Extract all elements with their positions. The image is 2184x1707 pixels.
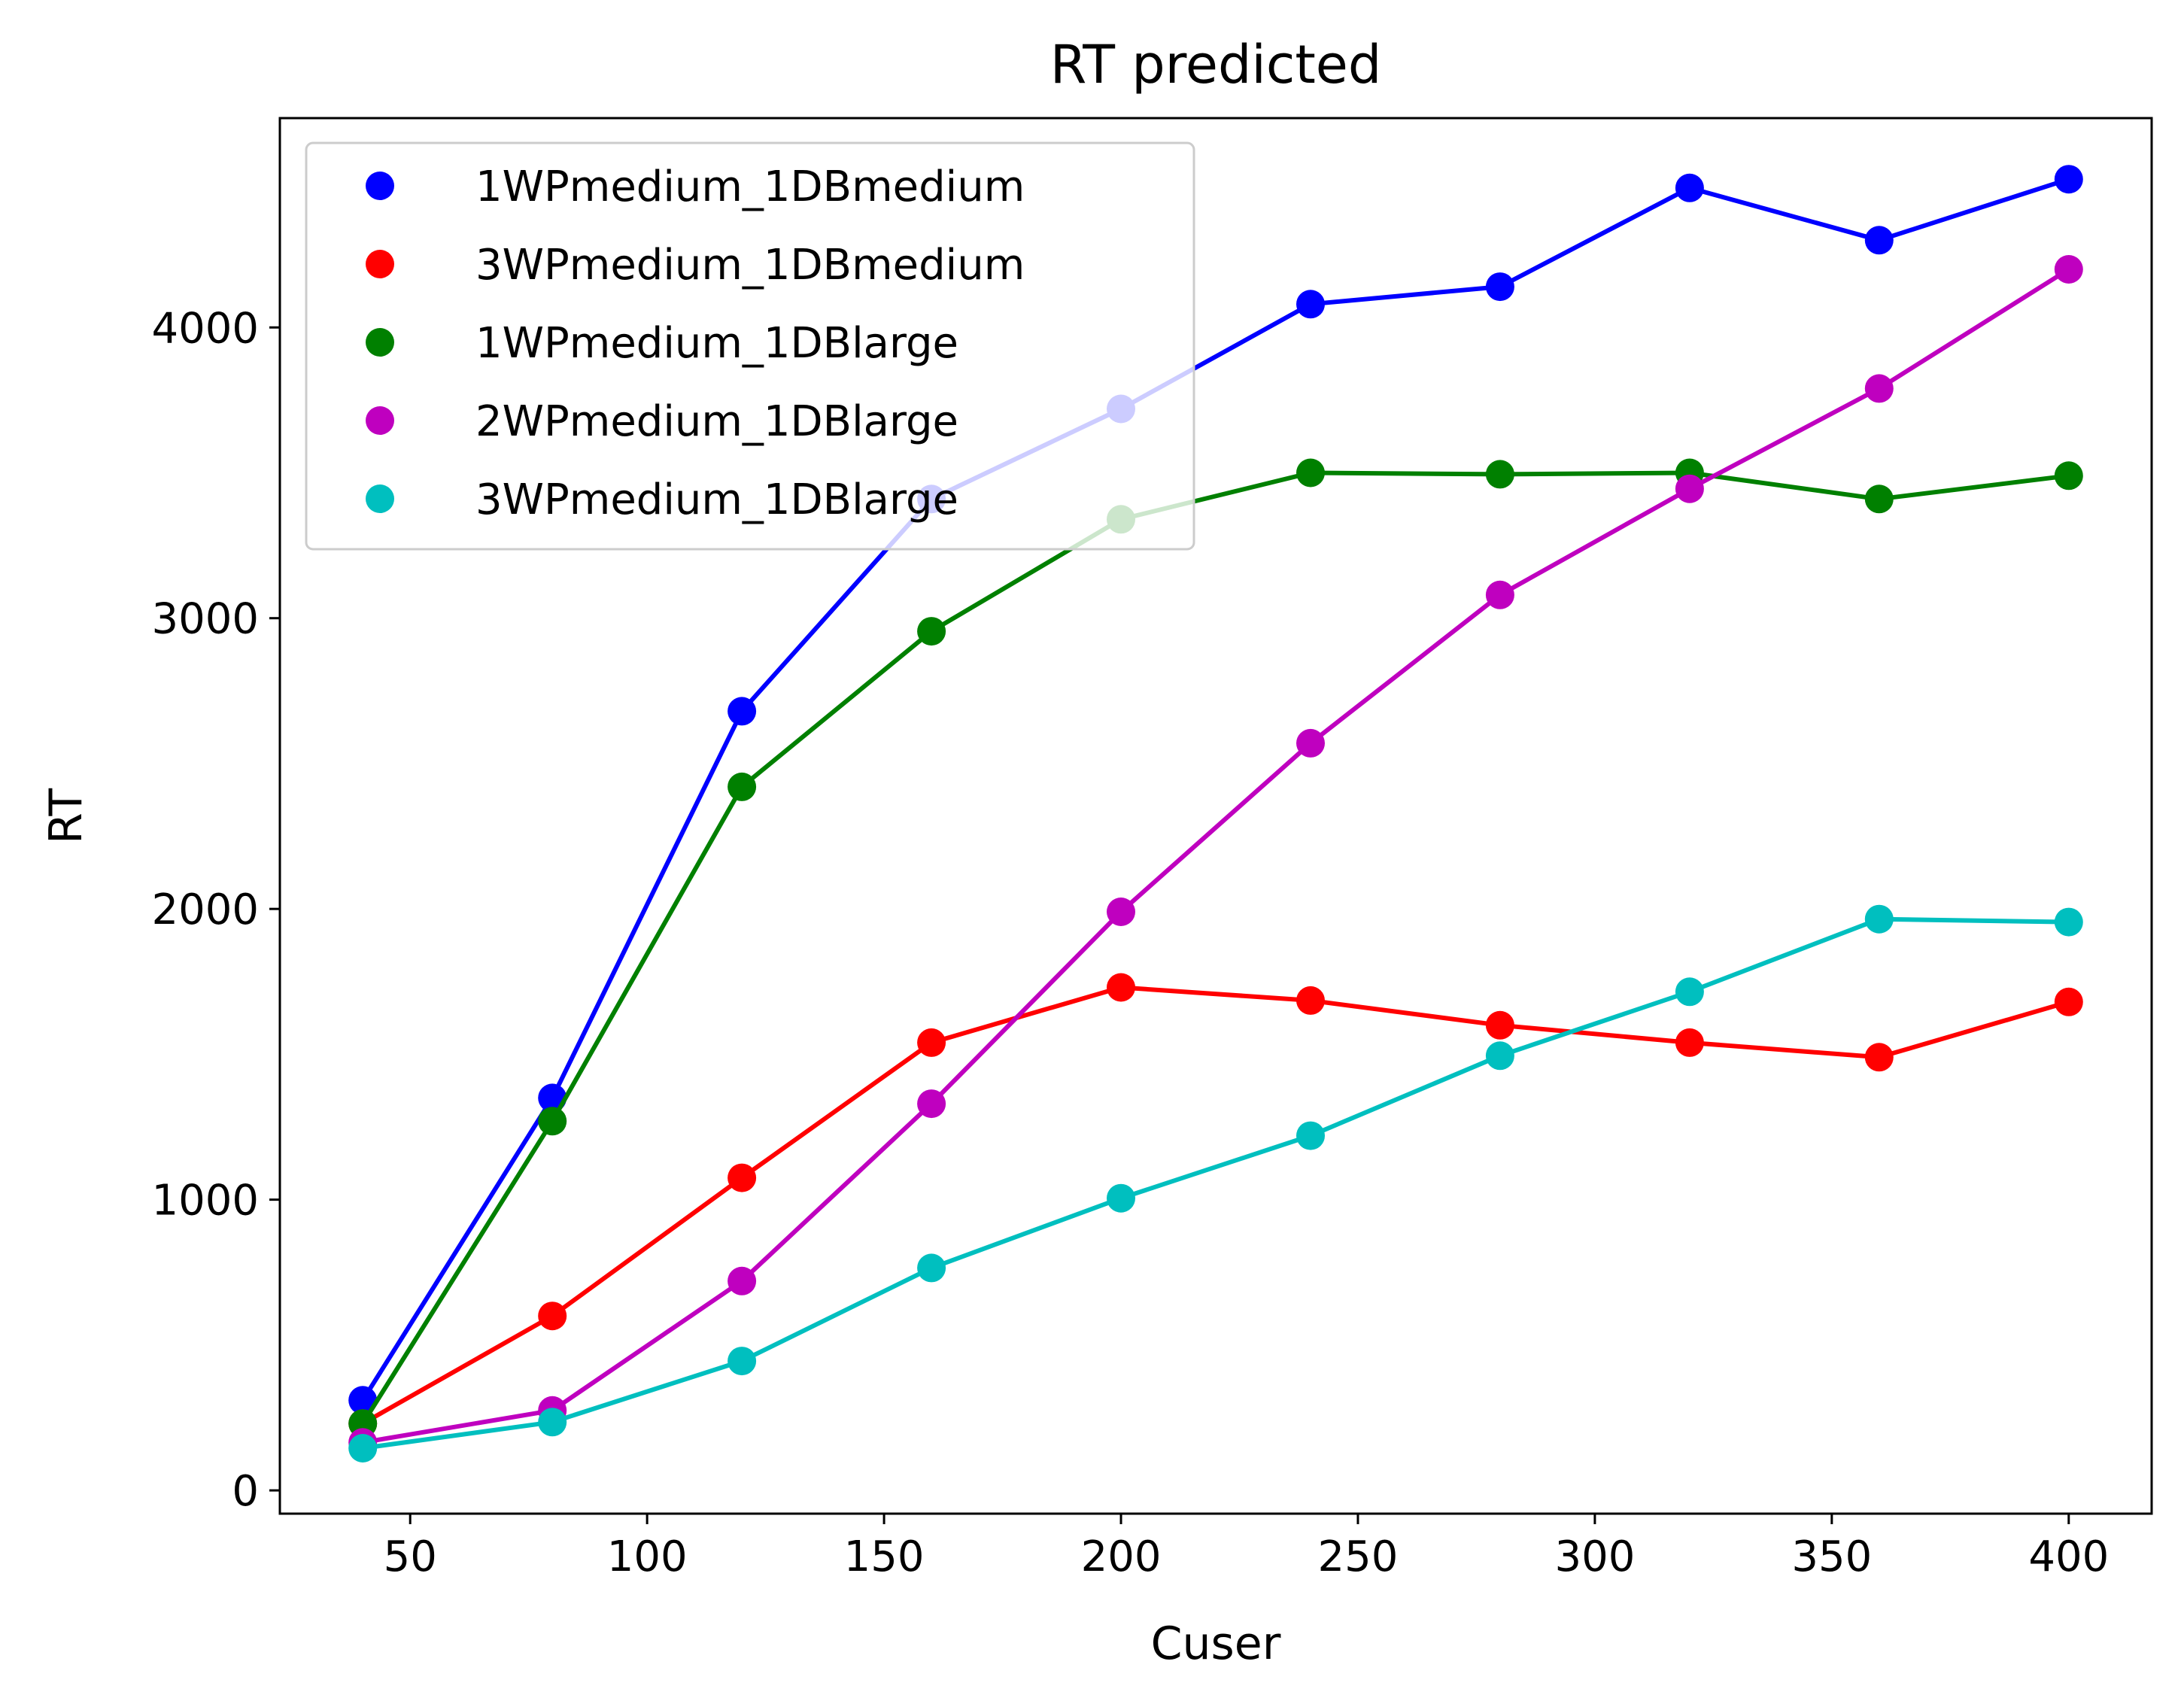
data-point-3wpmedium-1dbmedium-320	[1675, 1028, 1704, 1057]
x-tick-label-300: 300	[1554, 1532, 1635, 1581]
data-point-1wpmedium-1dbmedium-120	[727, 697, 757, 726]
y-axis-ticks: 0 1000 2000 3000 4000	[151, 304, 280, 1516]
series-line-1wpmedium-1dblarge	[360, 470, 2070, 1425]
legend-frame	[305, 141, 1195, 551]
data-point-3wpmedium-1dblarge-240	[1296, 1121, 1325, 1150]
legend-label-3wpmedium-1dbmedium: 3WPmedium_1DBmedium	[475, 241, 1025, 290]
x-tick-label-200: 200	[1081, 1532, 1162, 1581]
data-point-3wpmedium-1dblarge-160	[917, 1253, 946, 1283]
data-point-2wpmedium-1dblarge-200	[1107, 898, 1135, 926]
legend-item-3wpmedium-1dbmedium: 3WPmedium_1DBmedium	[366, 241, 1025, 290]
data-point-1wpmedium-1dblarge-360	[1864, 484, 1894, 514]
legend-marker-1wpmedium-1dbmedium	[366, 172, 394, 200]
data-point-3wpmedium-1dblarge-360	[1864, 904, 1894, 934]
data-point-3wpmedium-1dbmedium-200	[1107, 973, 1135, 1002]
y-tick-label-1000: 1000	[151, 1177, 259, 1226]
legend-marker-3wpmedium-1dbmedium	[366, 250, 394, 278]
x-tick-label-150: 150	[844, 1532, 925, 1581]
data-point-3wpmedium-1dblarge-280	[1485, 1041, 1514, 1071]
data-point-3wpmedium-1dblarge-400	[2054, 907, 2083, 937]
x-axis-ticks: 50 100 150 200 250 300 350 400	[384, 1514, 2109, 1581]
data-point-1wpmedium-1dbmedium-240	[1296, 290, 1325, 319]
data-point-2wpmedium-1dblarge-160	[917, 1089, 946, 1119]
data-point-1wpmedium-1dblarge-280	[1485, 460, 1514, 489]
data-point-2wpmedium-1dblarge-320	[1675, 474, 1704, 503]
data-point-3wpmedium-1dbmedium-160	[917, 1028, 946, 1057]
data-point-1wpmedium-1dbmedium-320	[1675, 173, 1704, 202]
data-point-1wpmedium-1dblarge-120	[727, 772, 757, 801]
legend-item-1wpmedium-1dblarge: 1WPmedium_1DBlarge	[366, 319, 958, 368]
x-tick-label-50: 50	[384, 1532, 437, 1581]
x-axis-label: Cuser	[1151, 1617, 1281, 1670]
data-point-3wpmedium-1dblarge-200	[1107, 1183, 1135, 1213]
y-tick-label-4000: 4000	[151, 304, 259, 353]
data-point-1wpmedium-1dblarge-160	[917, 617, 946, 646]
series-line-3wpmedium-1dblarge	[362, 916, 2069, 1450]
data-point-3wpmedium-1dblarge-40	[348, 1434, 378, 1462]
legend-item-2wpmedium-1dblarge: 2WPmedium_1DBlarge	[366, 397, 958, 446]
x-tick-label-250: 250	[1318, 1532, 1399, 1581]
data-point-3wpmedium-1dblarge-320	[1675, 977, 1704, 1007]
series-line-3wpmedium-1dbmedium	[361, 985, 2070, 1426]
y-axis-label: RT	[40, 788, 93, 844]
data-point-1wpmedium-1dblarge-240	[1296, 458, 1325, 487]
series-3wpmedium-1dbmedium	[348, 973, 2083, 1438]
data-point-2wpmedium-1dblarge-240	[1296, 728, 1325, 758]
plot-frame	[278, 117, 2153, 1515]
legend-label-1wpmedium-1dblarge: 1WPmedium_1DBlarge	[475, 319, 958, 368]
y-tick-label-3000: 3000	[151, 595, 259, 644]
x-tick-label-350: 350	[1791, 1532, 1872, 1581]
series-line-2wpmedium-1dblarge	[362, 267, 2070, 1445]
x-tick-label-100: 100	[607, 1532, 688, 1581]
x-tick-label-400: 400	[2028, 1532, 2109, 1581]
legend-marker-1wpmedium-1dblarge	[366, 328, 394, 357]
data-point-1wpmedium-1dbmedium-360	[1864, 226, 1894, 255]
data-point-1wpmedium-1dbmedium-400	[2054, 165, 2083, 194]
data-point-3wpmedium-1dbmedium-360	[1864, 1043, 1894, 1072]
legend-marker-3wpmedium-1dblarge	[366, 484, 394, 513]
data-point-1wpmedium-1dbmedium-280	[1485, 272, 1514, 302]
data-point-3wpmedium-1dbmedium-280	[1485, 1010, 1514, 1040]
legend: 1WPmedium_1DBmedium 3WPmedium_1DBmedium 1W…	[305, 141, 1195, 551]
data-point-3wpmedium-1dbmedium-120	[727, 1163, 757, 1192]
series-3wpmedium-1dblarge	[348, 904, 2083, 1462]
legend-label-2wpmedium-1dblarge: 2WPmedium_1DBlarge	[475, 397, 958, 446]
data-point-3wpmedium-1dbmedium-80	[538, 1302, 567, 1331]
data-point-1wpmedium-1dblarge-400	[2054, 461, 2083, 491]
legend-marker-2wpmedium-1dblarge	[366, 406, 394, 435]
legend-item-3wpmedium-1dblarge: 3WPmedium_1DBlarge	[366, 475, 958, 524]
data-point-3wpmedium-1dbmedium-240	[1296, 986, 1325, 1015]
data-point-2wpmedium-1dblarge-360	[1864, 374, 1894, 403]
series-line-1wpmedium-1dbmedium	[360, 177, 2070, 1402]
data-point-3wpmedium-1dblarge-120	[727, 1347, 757, 1376]
y-tick-label-0: 0	[232, 1467, 259, 1516]
legend-label-1wpmedium-1dbmedium: 1WPmedium_1DBmedium	[475, 162, 1025, 211]
data-point-1wpmedium-1dblarge-80	[538, 1107, 567, 1136]
data-point-1wpmedium-1dbmedium-40	[348, 1386, 378, 1415]
data-point-2wpmedium-1dblarge-280	[1485, 580, 1514, 609]
legend-label-3wpmedium-1dblarge: 3WPmedium_1DBlarge	[475, 475, 958, 524]
data-point-3wpmedium-1dbmedium-400	[2054, 987, 2083, 1016]
chart-title: RT predicted	[1050, 34, 1382, 96]
legend-item-1wpmedium-1dbmedium: 1WPmedium_1DBmedium	[366, 162, 1025, 211]
y-tick-label-2000: 2000	[151, 885, 259, 934]
data-point-2wpmedium-1dblarge-400	[2054, 255, 2083, 284]
data-point-2wpmedium-1dblarge-120	[727, 1266, 757, 1295]
data-point-3wpmedium-1dblarge-80	[538, 1408, 567, 1437]
